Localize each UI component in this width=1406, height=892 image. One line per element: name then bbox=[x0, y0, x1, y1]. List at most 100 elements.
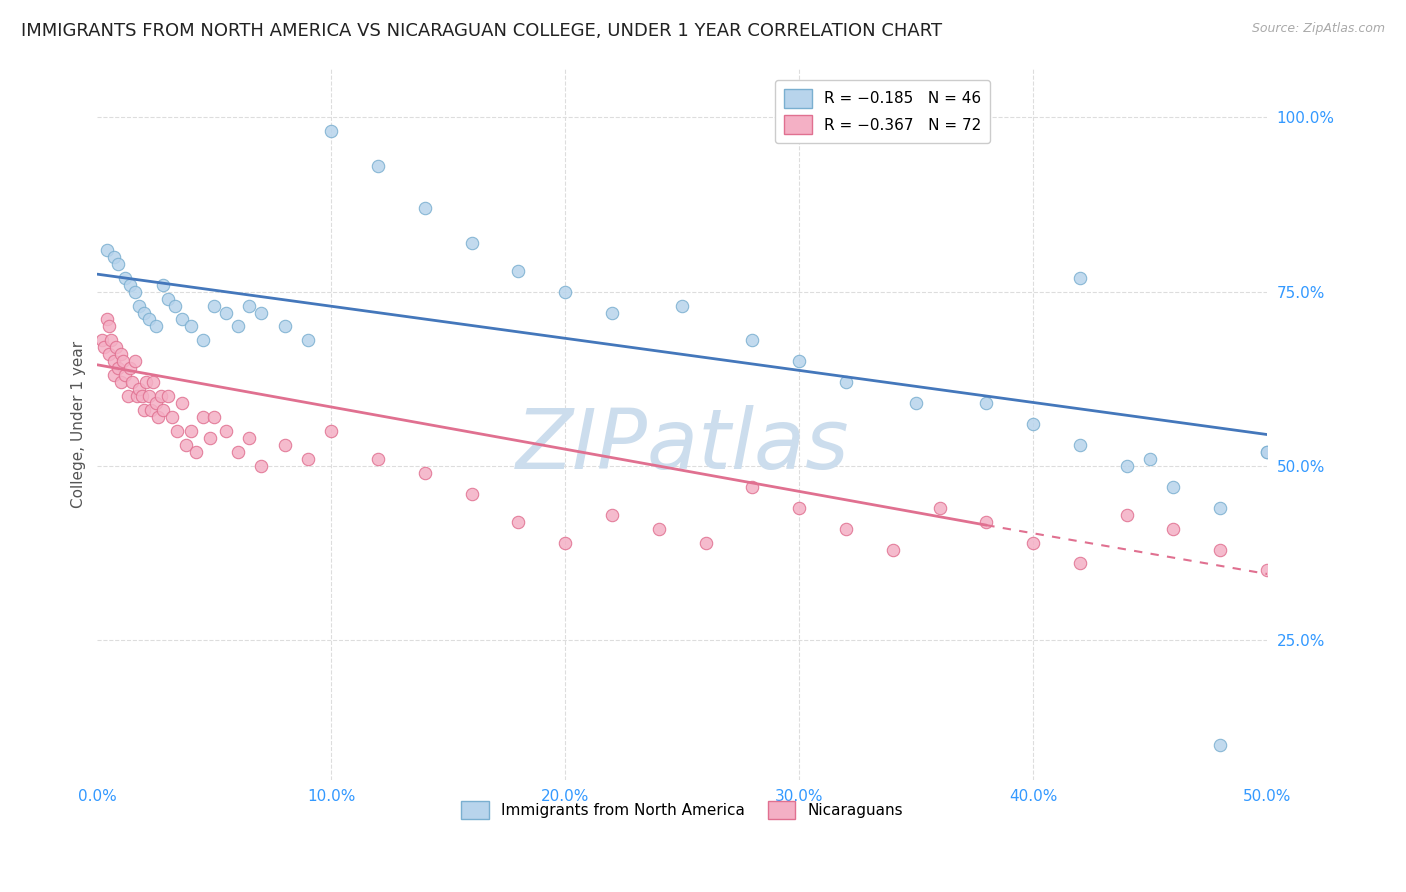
Point bbox=[100, 334, 122, 348]
Point bbox=[103, 354, 125, 368]
Point bbox=[107, 257, 129, 271]
Point bbox=[93, 340, 115, 354]
Point bbox=[554, 535, 576, 549]
Point bbox=[905, 396, 928, 410]
Point bbox=[460, 487, 482, 501]
Point bbox=[1256, 445, 1278, 459]
Point bbox=[600, 508, 623, 522]
Point bbox=[202, 299, 225, 313]
Point bbox=[131, 389, 153, 403]
Point bbox=[174, 438, 197, 452]
Point bbox=[98, 319, 121, 334]
Point bbox=[460, 235, 482, 250]
Point bbox=[145, 396, 167, 410]
Point bbox=[787, 354, 810, 368]
Point bbox=[152, 403, 174, 417]
Point bbox=[180, 319, 202, 334]
Point bbox=[1209, 542, 1232, 557]
Point bbox=[215, 424, 238, 438]
Point bbox=[1022, 535, 1045, 549]
Point bbox=[554, 285, 576, 299]
Point bbox=[741, 480, 763, 494]
Point bbox=[180, 424, 202, 438]
Point bbox=[1350, 605, 1372, 619]
Point bbox=[191, 410, 214, 425]
Point bbox=[107, 361, 129, 376]
Point bbox=[671, 299, 693, 313]
Text: IMMIGRANTS FROM NORTH AMERICA VS NICARAGUAN COLLEGE, UNDER 1 YEAR CORRELATION CH: IMMIGRANTS FROM NORTH AMERICA VS NICARAG… bbox=[21, 22, 942, 40]
Point bbox=[1069, 557, 1091, 571]
Point bbox=[835, 522, 858, 536]
Point bbox=[1069, 270, 1091, 285]
Point bbox=[787, 500, 810, 515]
Point bbox=[1139, 451, 1161, 466]
Point bbox=[1302, 584, 1324, 599]
Point bbox=[96, 243, 118, 257]
Point bbox=[928, 500, 950, 515]
Point bbox=[976, 515, 998, 529]
Point bbox=[648, 522, 671, 536]
Point bbox=[976, 396, 998, 410]
Point bbox=[321, 124, 343, 138]
Point bbox=[508, 263, 530, 277]
Point bbox=[215, 305, 238, 319]
Point bbox=[124, 354, 146, 368]
Point bbox=[134, 403, 156, 417]
Point bbox=[138, 312, 160, 326]
Point bbox=[120, 277, 142, 292]
Point bbox=[367, 451, 389, 466]
Point bbox=[152, 277, 174, 292]
Point bbox=[198, 431, 221, 445]
Point bbox=[156, 389, 179, 403]
Point bbox=[882, 542, 904, 557]
Point bbox=[1209, 738, 1232, 752]
Point bbox=[1396, 626, 1406, 640]
Point bbox=[1209, 500, 1232, 515]
Point bbox=[110, 376, 132, 390]
Point bbox=[273, 438, 295, 452]
Point bbox=[141, 403, 163, 417]
Point bbox=[146, 410, 169, 425]
Point bbox=[202, 410, 225, 425]
Point bbox=[135, 376, 157, 390]
Point bbox=[138, 389, 160, 403]
Point bbox=[238, 299, 260, 313]
Point bbox=[98, 347, 121, 361]
Point bbox=[117, 389, 139, 403]
Point bbox=[121, 376, 143, 390]
Point bbox=[170, 396, 193, 410]
Point bbox=[695, 535, 717, 549]
Point bbox=[120, 361, 142, 376]
Point bbox=[128, 299, 150, 313]
Point bbox=[1256, 564, 1278, 578]
Point bbox=[835, 376, 858, 390]
Point bbox=[297, 451, 319, 466]
Point bbox=[1115, 458, 1137, 473]
Point bbox=[238, 431, 260, 445]
Point bbox=[250, 305, 273, 319]
Point bbox=[226, 445, 249, 459]
Point bbox=[160, 410, 183, 425]
Point bbox=[128, 382, 150, 396]
Point bbox=[1163, 522, 1185, 536]
Point bbox=[1115, 508, 1137, 522]
Point bbox=[163, 299, 186, 313]
Text: ZIPatlas: ZIPatlas bbox=[516, 405, 849, 486]
Point bbox=[149, 389, 172, 403]
Point bbox=[114, 368, 136, 383]
Point bbox=[1256, 445, 1278, 459]
Point bbox=[508, 515, 530, 529]
Point bbox=[142, 376, 165, 390]
Point bbox=[191, 334, 214, 348]
Point bbox=[1022, 417, 1045, 431]
Point bbox=[124, 285, 146, 299]
Point bbox=[96, 312, 118, 326]
Point bbox=[413, 201, 436, 215]
Point bbox=[184, 445, 207, 459]
Point bbox=[273, 319, 295, 334]
Point bbox=[145, 319, 167, 334]
Point bbox=[741, 334, 763, 348]
Point bbox=[297, 334, 319, 348]
Point bbox=[170, 312, 193, 326]
Point bbox=[367, 159, 389, 173]
